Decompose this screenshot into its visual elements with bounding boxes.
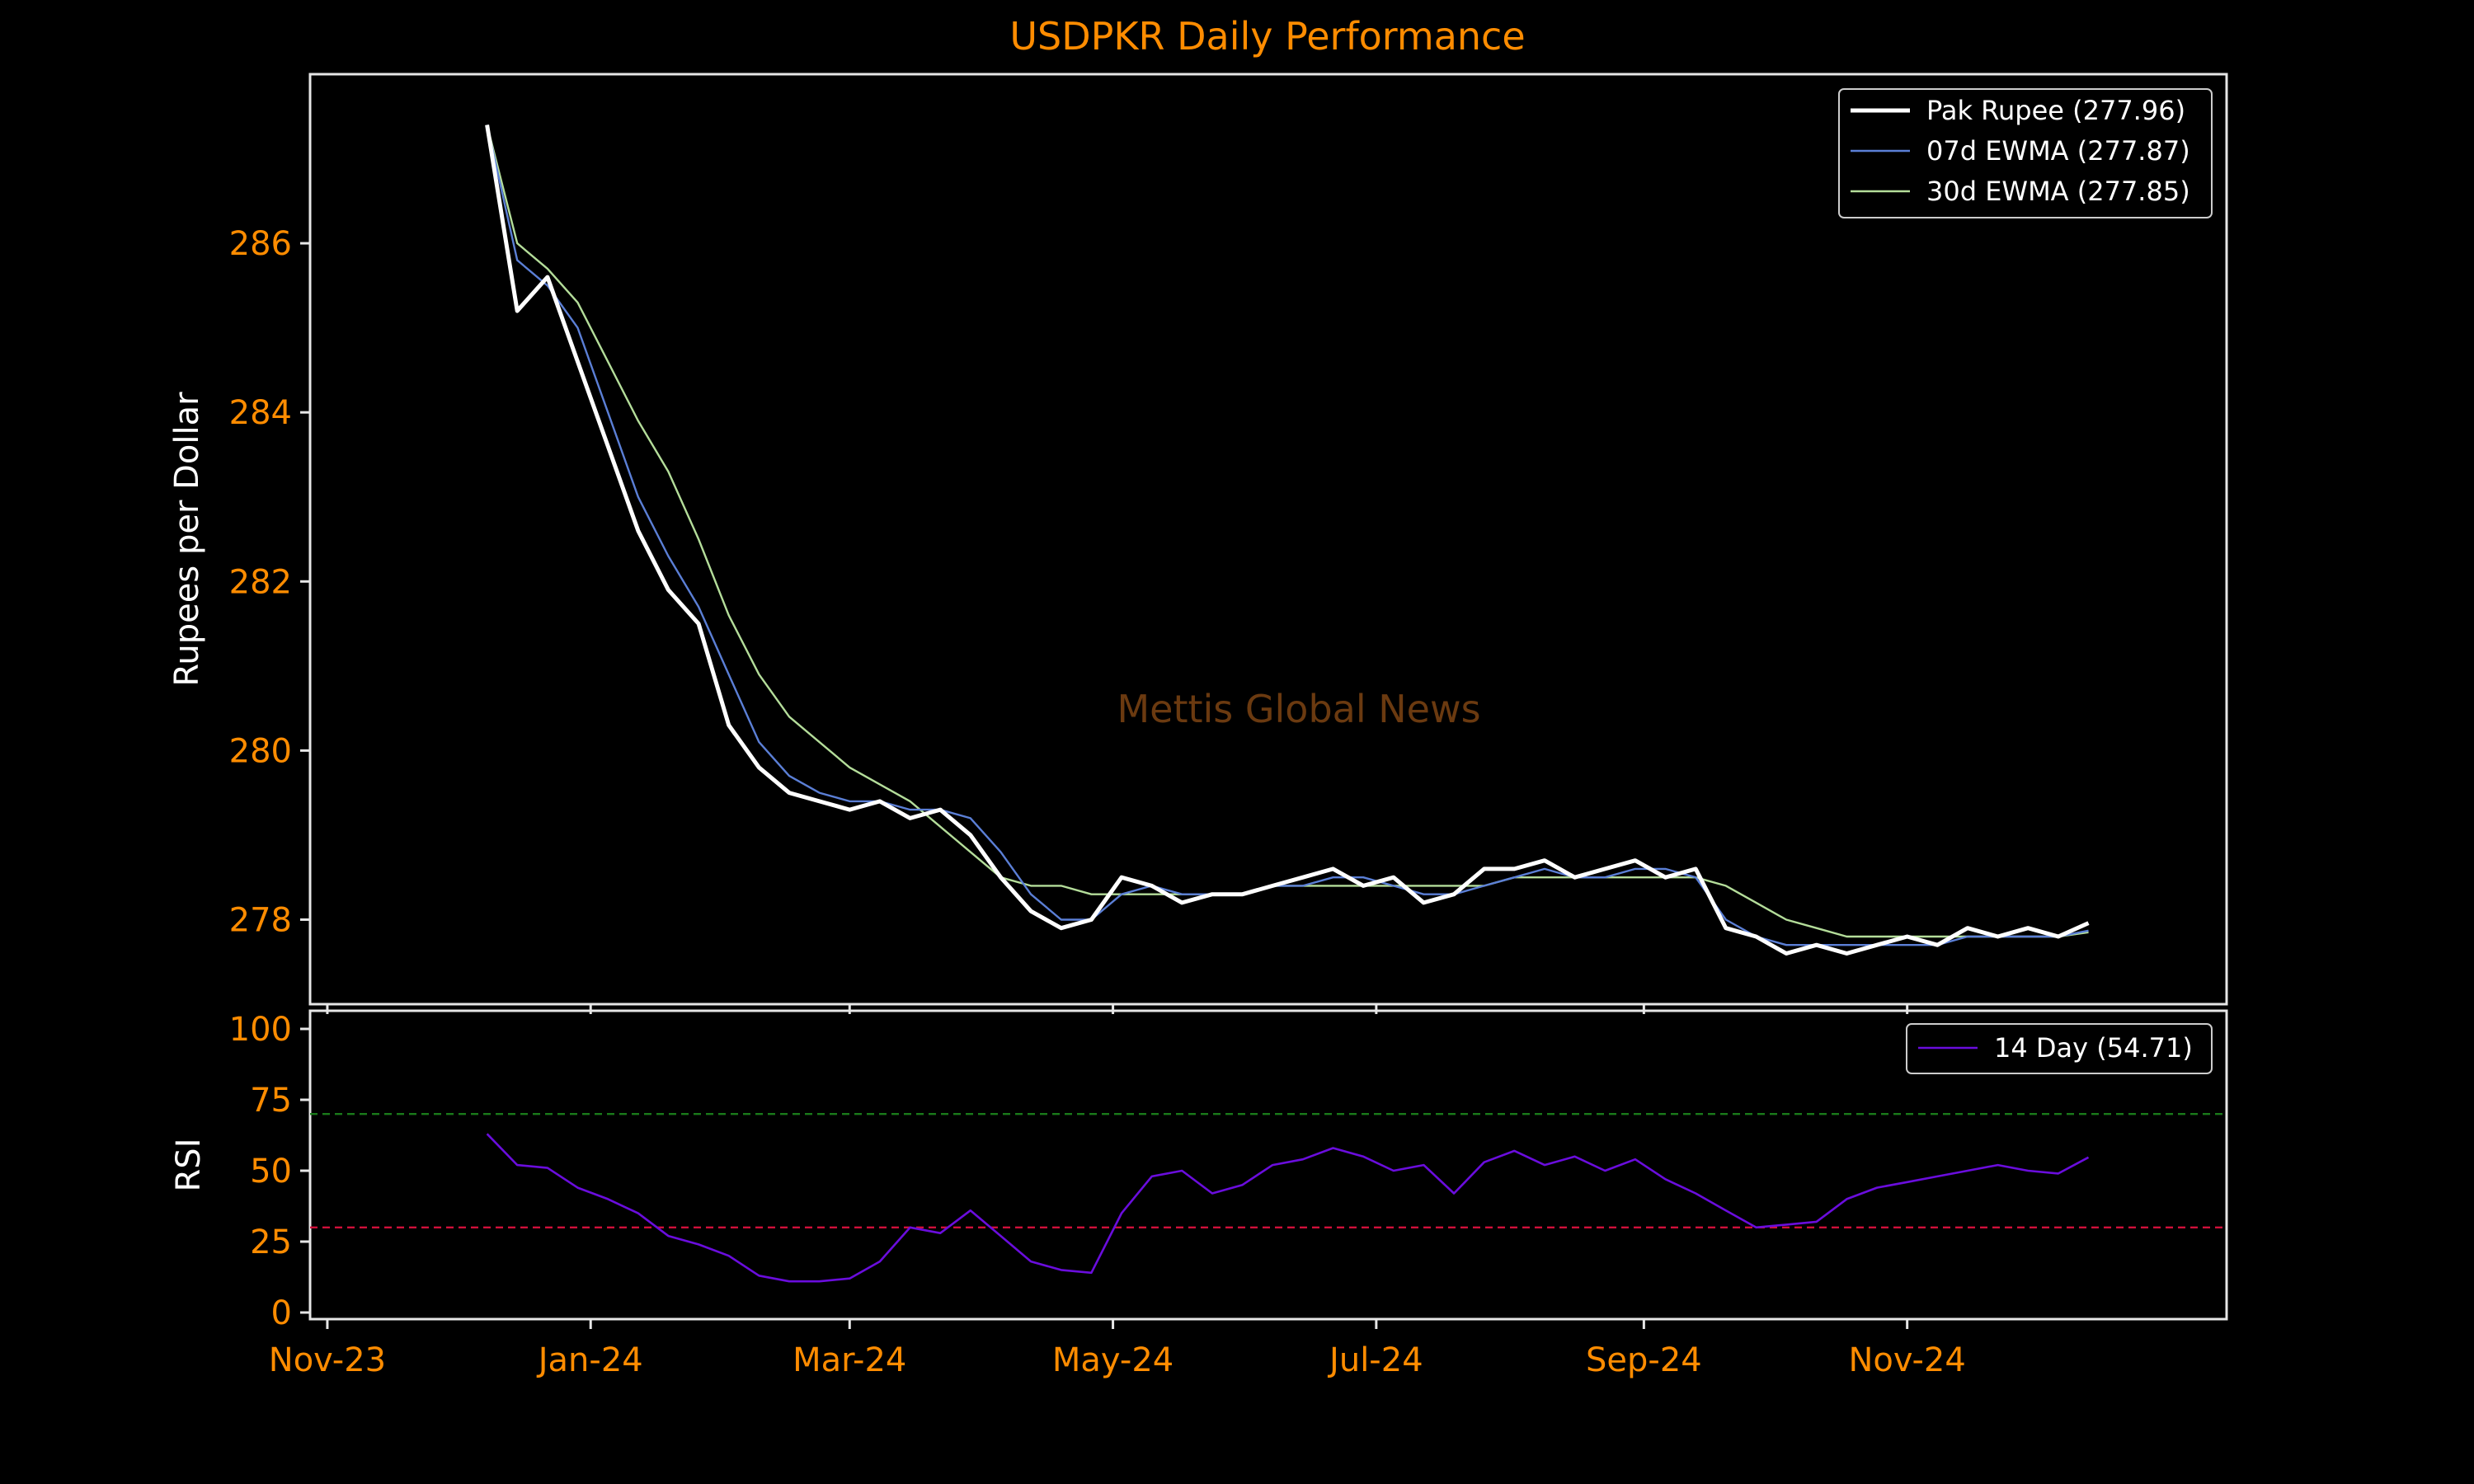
price-y-tick-label: 280 — [229, 732, 292, 770]
rsi-y-axis-label: RSI — [170, 1139, 208, 1192]
rsi-y-tick-label: 50 — [250, 1153, 292, 1190]
rsi-panel: 0 25 50 75 100 RSI 14 Day (54.71) — [170, 1009, 2228, 1332]
price-plot-area — [308, 73, 2228, 1006]
x-tick-label: Mar-24 — [793, 1341, 906, 1379]
rsi-y-tick-label: 75 — [250, 1082, 292, 1120]
x-tick-label: Nov-23 — [269, 1341, 386, 1379]
price-y-tick-label: 284 — [229, 394, 292, 432]
price-y-tick-label: 278 — [229, 901, 292, 939]
price-y-axis-label: Rupees per Dollar — [168, 392, 206, 687]
rsi-series-group — [486, 1133, 2090, 1283]
price-legend-box — [1838, 88, 2213, 218]
rsi-series-line — [486, 1133, 2090, 1283]
price-watermark: Mettis Global News — [1117, 687, 1480, 731]
x-tick-label: Jan-24 — [536, 1341, 643, 1379]
price-legend: Pak Rupee (277.96) 07d EWMA (277.87) 30d E… — [1838, 88, 2213, 218]
rsi-y-ticks: 0 25 50 75 100 — [229, 1011, 310, 1332]
price-legend-label: 07d EWMA (277.87) — [1926, 135, 2190, 167]
x-tick-label: May-24 — [1052, 1341, 1174, 1379]
x-tick-label: Nov-24 — [1849, 1341, 1966, 1379]
price-legend-label: Pak Rupee (277.96) — [1926, 95, 2185, 126]
price-series-line — [485, 124, 2090, 956]
price-legend-label: 30d EWMA (277.85) — [1926, 176, 2190, 207]
price-y-tick-label: 282 — [229, 563, 292, 601]
x-tick-label: Jul-24 — [1327, 1341, 1423, 1379]
rsi-legend-box — [1906, 1023, 2213, 1074]
rsi-y-tick-label: 25 — [250, 1223, 292, 1261]
rsi-reference-lines — [310, 1112, 2227, 1229]
rsi-y-tick-label: 0 — [271, 1294, 292, 1332]
x-tick-label: Sep-24 — [1586, 1341, 1702, 1379]
rsi-y-tick-label: 100 — [229, 1011, 292, 1049]
price-series-group — [485, 124, 2090, 956]
chart-title: USDPKR Daily Performance — [1009, 14, 1525, 59]
rsi-legend: 14 Day (54.71) — [1906, 1023, 2213, 1074]
price-y-tick-label: 286 — [229, 225, 292, 263]
rsi-legend-label: 14 Day (54.71) — [1994, 1032, 2193, 1064]
price-y-ticks: 278 280 282 284 286 — [229, 225, 310, 939]
shared-x-ticks: Nov-23 Jan-24 Mar-24 May-24 Jul-24 Sep-24 Nov-… — [269, 1004, 1966, 1379]
price-panel: Mettis Global News 278 280 282 284 286 Rupee… — [168, 73, 2228, 1006]
